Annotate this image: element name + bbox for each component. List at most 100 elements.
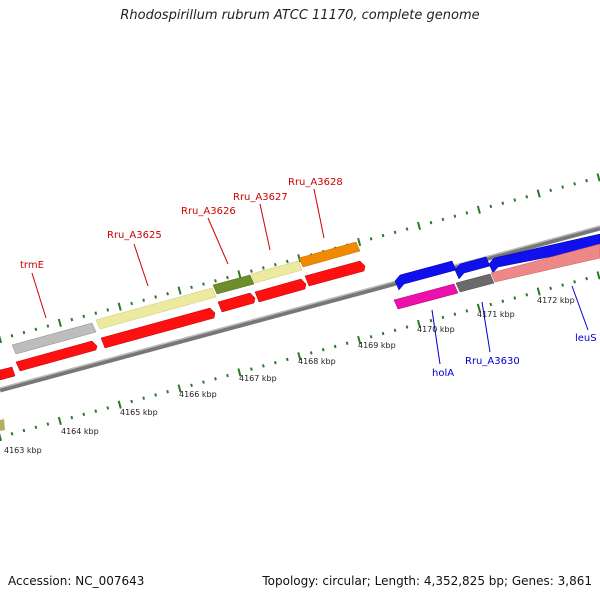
minor-tick <box>489 204 493 209</box>
cds-rru-a3625[interactable] <box>100 307 216 349</box>
minor-tick <box>429 220 433 225</box>
minor-tick <box>46 422 50 426</box>
gene-holA[interactable] <box>393 283 459 310</box>
major-tick <box>0 433 3 442</box>
scale-label: 4169 kbp <box>358 341 396 350</box>
label-leuS[interactable]: leuS <box>575 333 597 344</box>
scale-label: 4170 kbp <box>417 325 455 334</box>
major-tick <box>237 270 242 279</box>
leader-rru-a3626 <box>207 217 229 265</box>
gene-rru-a3628[interactable] <box>298 241 361 268</box>
label-trmE[interactable]: trmE <box>20 260 44 271</box>
major-tick <box>0 335 3 344</box>
minor-tick <box>561 283 565 287</box>
minor-tick <box>453 214 457 218</box>
leader-rru-a3627 <box>259 203 271 251</box>
minor-tick <box>226 275 229 280</box>
cds-left-partial[interactable] <box>0 366 16 381</box>
minor-tick <box>321 348 325 352</box>
minor-tick <box>405 325 409 329</box>
genome-backbone <box>0 225 600 393</box>
scale-label: 4164 kbp <box>61 427 99 436</box>
gene-leuS[interactable] <box>490 243 600 283</box>
label-rru-a3628[interactable]: Rru_A3628 <box>288 177 343 188</box>
leader-rru-a3630 <box>481 301 491 353</box>
label-rru-a3625[interactable]: Rru_A3625 <box>107 230 162 241</box>
minor-tick <box>309 351 313 355</box>
minor-tick <box>585 178 588 183</box>
major-tick <box>536 287 541 296</box>
label-rru-a3627[interactable]: Rru_A3627 <box>233 192 288 203</box>
minor-tick <box>202 282 205 286</box>
major-tick <box>297 352 302 361</box>
minor-tick <box>585 276 588 281</box>
minor-tick <box>190 383 193 387</box>
minor-tick <box>525 293 529 297</box>
minor-tick <box>70 317 74 322</box>
gene-rru-a3630[interactable] <box>455 273 495 293</box>
minor-tick <box>453 312 457 316</box>
cds-trmE[interactable] <box>15 340 98 372</box>
minor-tick <box>106 308 110 312</box>
cds-rru-a3627[interactable] <box>254 278 307 303</box>
minor-tick <box>405 227 409 231</box>
minor-tick <box>513 198 517 202</box>
minor-tick <box>250 269 253 273</box>
gene-rru-a3625[interactable] <box>95 287 217 330</box>
gene-rru-a3627[interactable] <box>250 260 303 284</box>
minor-tick <box>262 364 265 368</box>
leader-leuS <box>571 285 589 331</box>
minor-tick <box>202 380 205 384</box>
minor-tick <box>393 328 397 333</box>
label-rru-a3630[interactable]: Rru_A3630 <box>465 356 520 367</box>
major-tick <box>357 335 362 345</box>
leader-rru-a3625 <box>133 243 149 287</box>
partial-feature-left <box>0 419 5 431</box>
minor-tick <box>465 211 469 215</box>
major-tick <box>476 303 481 312</box>
leader-trmE <box>31 272 47 319</box>
minor-tick <box>82 412 86 417</box>
minor-tick <box>501 299 505 303</box>
minor-tick <box>70 415 74 420</box>
minor-tick <box>285 357 289 362</box>
scale-label: 4172 kbp <box>537 296 575 305</box>
minor-tick <box>10 334 14 338</box>
minor-tick <box>34 425 38 430</box>
minor-tick <box>46 324 50 328</box>
label-holA[interactable]: holA <box>432 368 454 379</box>
major-tick <box>177 384 182 393</box>
major-tick <box>237 368 242 377</box>
minor-tick <box>226 373 229 378</box>
major-tick <box>596 271 600 280</box>
minor-tick <box>154 393 157 397</box>
minor-tick <box>166 390 169 394</box>
minor-tick <box>513 296 517 300</box>
minor-tick <box>573 280 576 284</box>
minor-tick <box>130 301 134 306</box>
minor-tick <box>142 396 146 400</box>
cds-rru-a3626[interactable] <box>217 292 256 313</box>
major-tick <box>416 319 422 328</box>
gene-rru-a3626[interactable] <box>212 274 255 295</box>
minor-tick <box>214 377 217 381</box>
minor-tick <box>429 318 433 323</box>
scale-label: 4167 kbp <box>239 374 277 383</box>
minor-tick <box>561 185 565 189</box>
leader-holA <box>431 309 441 365</box>
minor-tick <box>369 237 373 241</box>
feature-track-forward <box>0 241 366 381</box>
cds-rru-a3628[interactable] <box>304 260 366 287</box>
scale-label: 4165 kbp <box>120 408 158 417</box>
scale-label: 4171 kbp <box>477 310 515 319</box>
leader-rru-a3628 <box>313 188 325 239</box>
minor-tick <box>573 182 576 186</box>
scale-labels: 4163 kbp 4164 kbp 4165 kbp 4166 kbp 4167… <box>4 296 575 455</box>
minor-tick <box>142 298 146 302</box>
gene-trmE[interactable] <box>11 322 97 355</box>
minor-tick <box>94 409 98 413</box>
minor-tick <box>549 188 553 193</box>
label-rru-a3626[interactable]: Rru_A3626 <box>181 206 236 217</box>
major-tick <box>57 318 62 327</box>
major-tick <box>117 400 122 409</box>
